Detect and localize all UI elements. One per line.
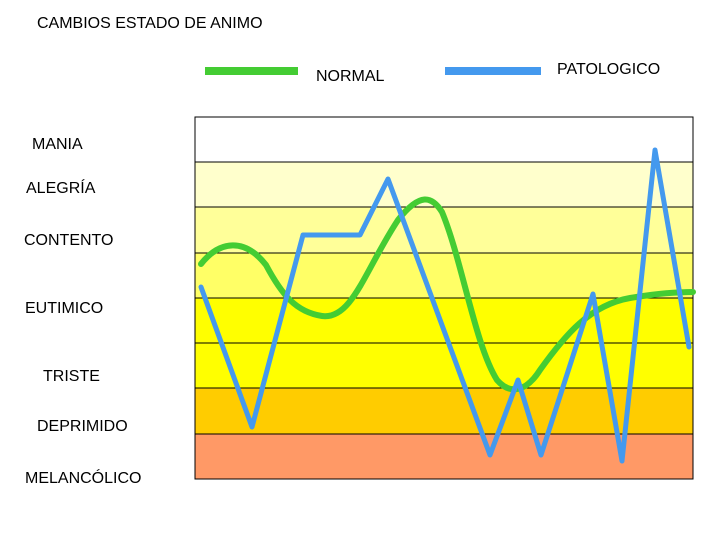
- mood-label-eutimico: EUTIMICO: [25, 300, 104, 317]
- legend-patologico-label: PATOLOGICO: [557, 61, 661, 78]
- mood-band: [195, 434, 693, 479]
- diagram-title: CAMBIOS ESTADO DE ANIMO: [37, 15, 263, 32]
- mood-band: [195, 117, 693, 162]
- mood-label-deprimido: DEPRIMIDO: [37, 418, 128, 435]
- legend-normal-label: NORMAL: [316, 68, 385, 85]
- mood-band: [195, 253, 693, 298]
- mood-label-alegria: ALEGRÍA: [26, 180, 96, 197]
- mood-label-melancolico: MELANCÓLICO: [25, 470, 142, 487]
- mood-label-mania: MANIA: [32, 136, 83, 153]
- mood-band: [195, 162, 693, 207]
- chart-frame: [194, 116, 694, 480]
- mood-label-contento: CONTENTO: [24, 232, 114, 249]
- legend-normal-swatch: [205, 67, 298, 75]
- mood-label-triste: TRISTE: [43, 368, 100, 385]
- legend-patologico-swatch: [445, 67, 541, 75]
- pathological-mood-line: [198, 147, 692, 464]
